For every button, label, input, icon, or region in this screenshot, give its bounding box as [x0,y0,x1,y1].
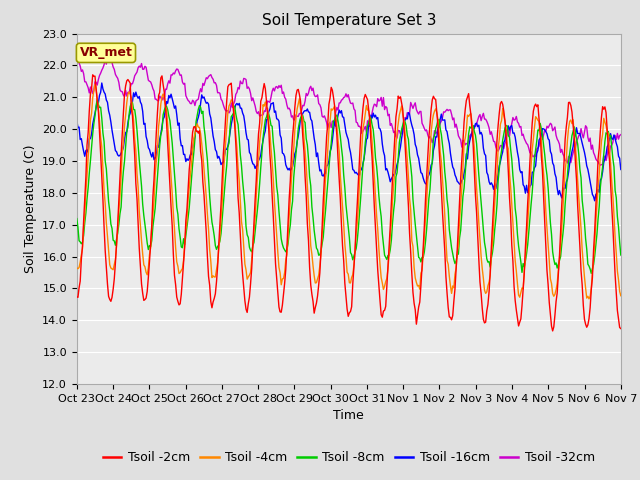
Text: VR_met: VR_met [79,47,132,60]
X-axis label: Time: Time [333,409,364,422]
Legend: Tsoil -2cm, Tsoil -4cm, Tsoil -8cm, Tsoil -16cm, Tsoil -32cm: Tsoil -2cm, Tsoil -4cm, Tsoil -8cm, Tsoi… [98,446,600,469]
Title: Soil Temperature Set 3: Soil Temperature Set 3 [262,13,436,28]
Y-axis label: Soil Temperature (C): Soil Temperature (C) [24,144,36,273]
